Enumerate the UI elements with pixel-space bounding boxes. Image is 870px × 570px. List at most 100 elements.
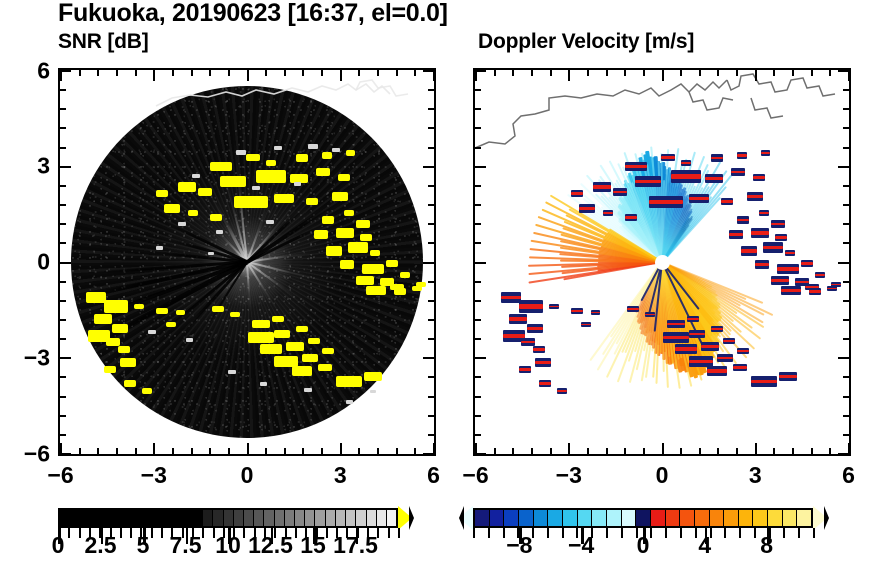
colorbar-minor-tick (284, 528, 287, 538)
snr-target-blob (94, 314, 112, 324)
colorbar-segment (273, 510, 284, 526)
doppler-target-blob (763, 242, 783, 253)
snr-target-blob (164, 204, 180, 213)
snr-target-blob (86, 292, 106, 303)
snr-target-blob (112, 324, 128, 333)
snr-target-blob (212, 306, 224, 312)
snr-gray-blob (216, 230, 223, 234)
snr-target-blob (366, 286, 386, 295)
doppler-target-blob (781, 286, 801, 295)
snr-target-blob (380, 278, 394, 286)
colorbar-minor-tick (753, 528, 756, 538)
colorbar-segment (503, 510, 518, 526)
snr-target-blob (266, 160, 276, 166)
colorbar-segment (150, 510, 162, 526)
colorbar-segment (649, 510, 665, 526)
colorbar-minor-tick (387, 528, 390, 538)
y-axis-label: 3 (37, 152, 50, 179)
snr-target-blob (134, 304, 144, 309)
doppler-target-blob (741, 246, 757, 256)
doppler-target-blob (801, 260, 813, 267)
snr-colorbar[interactable]: 0 2.5 5 7.5 10 12.5 15 17.5 (52, 506, 414, 558)
snr-target-blob (286, 342, 304, 351)
snr-coastline (155, 79, 409, 107)
colorbar-minor-tick (783, 528, 786, 538)
colorbar-segment (181, 510, 192, 526)
colorbar-segment (475, 510, 489, 526)
snr-target-blob (274, 194, 294, 203)
doppler-target-blob (519, 300, 543, 313)
x-axis-label: 6 (427, 462, 440, 488)
colorbar-tick-label: 8 (760, 532, 774, 558)
doppler-target-blob (777, 264, 799, 274)
colorbar-segment (294, 510, 305, 526)
colorbar-major-tick (766, 528, 770, 544)
doppler-target-blob (701, 342, 719, 351)
colorbar-minor-tick (336, 528, 339, 538)
colorbar-minor-tick (367, 528, 370, 538)
doppler-target-blob (661, 154, 675, 161)
doppler-target-blob (705, 174, 723, 183)
doppler-target-blob (519, 366, 531, 373)
doppler-colorbar[interactable]: −8 −4 0 4 8 (459, 506, 829, 558)
snr-target-blob (246, 154, 260, 161)
y-axis-label: −3 (23, 344, 50, 371)
doppler-target-blob (521, 338, 535, 346)
colorbar-segment (304, 510, 315, 526)
doppler-target-blob (509, 314, 527, 324)
doppler-target-blob (737, 152, 747, 159)
snr-target-blob (386, 260, 398, 267)
doppler-target-blob (581, 322, 591, 327)
doppler-target-blob (707, 366, 727, 376)
snr-plot-panel[interactable] (58, 68, 436, 456)
doppler-target-blob (603, 210, 613, 216)
doppler-target-blob (737, 348, 749, 354)
snr-target-blob (360, 234, 372, 241)
doppler-target-blob (645, 312, 655, 317)
colorbar-minor-tick (813, 528, 815, 538)
doppler-target-blob (761, 150, 770, 156)
snr-target-blob (338, 174, 350, 181)
colorbar-minor-tick (109, 528, 112, 538)
colorbar-segment (345, 510, 356, 526)
snr-target-blob (348, 242, 368, 253)
doppler-target-blob (689, 194, 709, 203)
colorbar-segment (723, 510, 738, 526)
colorbar-minor-tick (150, 528, 153, 538)
colorbar-minor-tick (130, 528, 133, 538)
colorbar-minor-tick (305, 528, 308, 538)
colorbar-over-arrow (398, 506, 412, 530)
doppler-target-blob (805, 284, 819, 290)
colorbar-minor-tick (502, 528, 505, 538)
snr-target-blob (322, 348, 334, 354)
doppler-plot-panel[interactable] (473, 68, 851, 456)
snr-target-blob (156, 308, 168, 314)
doppler-panel-title: Doppler Velocity [m/s] (478, 30, 695, 53)
colorbar-minor-tick (325, 528, 328, 538)
colorbar-segment (355, 510, 366, 526)
doppler-target-blob (527, 324, 543, 333)
doppler-target-blob (723, 338, 735, 344)
snr-target-blob (198, 188, 212, 196)
colorbar-segment (781, 510, 797, 526)
colorbar-segment (576, 510, 592, 526)
doppler-target-blob (593, 182, 611, 192)
doppler-coastline (475, 73, 836, 149)
doppler-target-blob (667, 320, 685, 328)
snr-target-blob (296, 326, 308, 332)
colorbar-segment (737, 510, 753, 526)
snr-target-blob (364, 372, 382, 381)
colorbar-major-tick (643, 528, 646, 544)
snr-target-blob (416, 282, 426, 287)
snr-target-blob (210, 214, 222, 221)
snr-target-blob (344, 210, 354, 216)
snr-gray-blob (346, 400, 353, 404)
colorbar-major-tick (355, 528, 358, 544)
doppler-target-blob (771, 220, 785, 228)
snr-target-blob (252, 320, 270, 328)
doppler-clutter-targets (475, 70, 849, 454)
colorbar-minor-tick (473, 528, 475, 538)
colorbar-minor-tick (191, 528, 194, 538)
colorbar-minor-tick (709, 528, 712, 538)
snr-plot-area (60, 70, 434, 454)
